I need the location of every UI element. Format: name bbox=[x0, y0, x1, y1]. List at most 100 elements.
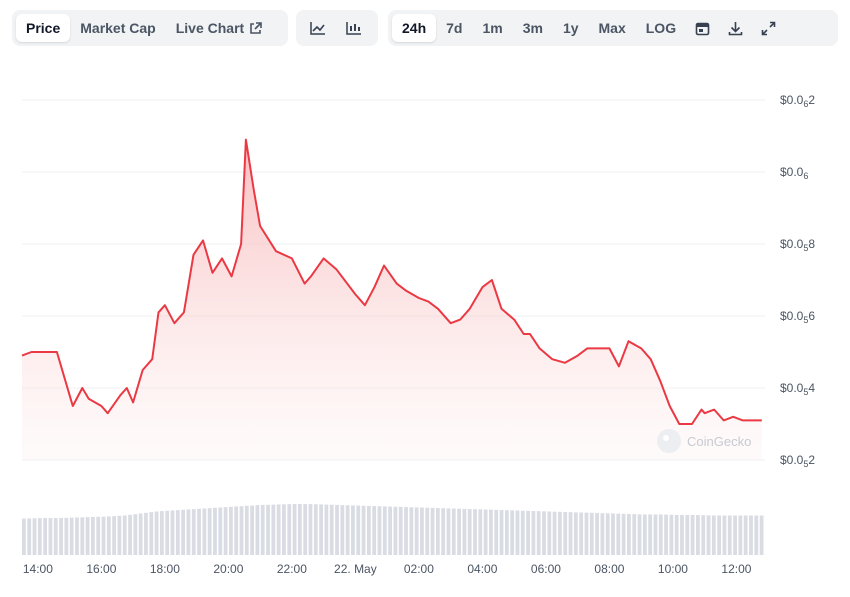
volume-bar bbox=[451, 508, 456, 555]
y-tick-label: $0.058 bbox=[780, 237, 815, 253]
volume-bar bbox=[170, 510, 175, 555]
volume-bar bbox=[223, 507, 228, 555]
volume-bar bbox=[483, 509, 488, 555]
volume-bar bbox=[276, 504, 281, 555]
range-3m[interactable]: 3m bbox=[522, 20, 543, 36]
log-scale-button[interactable]: LOG bbox=[645, 20, 677, 36]
volume-bar bbox=[711, 515, 716, 555]
tab-price[interactable]: Price bbox=[16, 14, 71, 42]
volume-bar bbox=[335, 504, 339, 555]
volume-bar bbox=[749, 515, 753, 555]
volume-bar bbox=[727, 515, 732, 555]
volume-bar bbox=[255, 505, 260, 555]
volume-bar bbox=[584, 512, 589, 555]
volume-bar bbox=[32, 518, 37, 555]
volume-bar bbox=[213, 507, 217, 555]
range-7d[interactable]: 7d bbox=[446, 20, 463, 36]
x-tick-label: 02:00 bbox=[404, 562, 434, 576]
volume-bar bbox=[133, 514, 138, 555]
volume-bar bbox=[637, 514, 642, 555]
volume-bar bbox=[515, 510, 520, 555]
volume-bar bbox=[117, 515, 122, 555]
volume-bar bbox=[648, 514, 653, 555]
volume-bar bbox=[558, 511, 562, 555]
volume-bar bbox=[627, 513, 631, 555]
calendar-icon bbox=[695, 21, 710, 36]
volume-bar bbox=[738, 515, 743, 555]
volume-bar bbox=[409, 507, 414, 555]
range-24h[interactable]: 24h bbox=[392, 14, 437, 42]
volume-bar bbox=[382, 506, 387, 555]
volume-bar bbox=[165, 510, 170, 555]
volume-bar bbox=[441, 508, 446, 555]
volume-bar bbox=[462, 508, 467, 555]
volume-bar bbox=[388, 506, 392, 555]
tab-live-chart-label: Live Chart bbox=[175, 20, 245, 36]
volume-bar bbox=[48, 518, 53, 555]
range-group: 24h 7d 1m 3m 1y Max LOG bbox=[388, 10, 838, 46]
y-tick-label: $0.054 bbox=[780, 381, 815, 397]
x-tick-label: 20:00 bbox=[213, 562, 243, 576]
volume-bar bbox=[717, 515, 722, 555]
volume-bar bbox=[685, 514, 690, 555]
volume-bar bbox=[611, 513, 615, 555]
volume-bar bbox=[250, 505, 255, 555]
tab-market-cap[interactable]: Market Cap bbox=[80, 20, 156, 36]
volume-bar bbox=[759, 515, 764, 555]
volume-bar bbox=[489, 509, 493, 555]
volume-bar bbox=[356, 505, 361, 555]
volume-bar bbox=[536, 511, 541, 555]
volume-bar bbox=[43, 518, 48, 555]
volume-bar bbox=[27, 518, 32, 555]
volume-bar bbox=[377, 506, 382, 555]
volume-bar bbox=[101, 516, 106, 555]
volume-bar bbox=[324, 504, 329, 555]
range-max[interactable]: Max bbox=[598, 20, 626, 36]
volume-bar bbox=[75, 517, 79, 555]
volume-bar bbox=[632, 514, 637, 555]
volume-bar bbox=[473, 509, 477, 555]
x-tick-label: 16:00 bbox=[86, 562, 116, 576]
volume-bar bbox=[207, 508, 212, 555]
volume-bar bbox=[239, 506, 244, 555]
fullscreen-button[interactable] bbox=[752, 14, 785, 42]
y-tick-label: $0.062 bbox=[780, 93, 815, 109]
x-tick-label: 18:00 bbox=[150, 562, 180, 576]
volume-bar bbox=[573, 512, 578, 555]
watermark-text: CoinGecko bbox=[687, 434, 751, 449]
range-1y[interactable]: 1y bbox=[562, 20, 579, 36]
volume-bar bbox=[504, 510, 509, 555]
volume-bar bbox=[642, 514, 647, 555]
volume-bar bbox=[658, 514, 663, 555]
external-link-icon bbox=[249, 21, 262, 35]
candlestick-chart-button[interactable] bbox=[336, 14, 372, 42]
price-area bbox=[22, 139, 762, 460]
volume-bar bbox=[499, 510, 504, 555]
volume-bar bbox=[568, 512, 573, 555]
volume-bar bbox=[589, 512, 594, 555]
volume-bar bbox=[122, 515, 127, 555]
volume-bar bbox=[520, 510, 525, 555]
volume-bar bbox=[287, 504, 292, 555]
volume-bar bbox=[271, 504, 276, 555]
volume-bar bbox=[600, 513, 605, 555]
volume-bar bbox=[425, 507, 430, 555]
download-button[interactable] bbox=[719, 14, 752, 42]
volume-bar bbox=[547, 511, 552, 555]
range-1m[interactable]: 1m bbox=[482, 20, 503, 36]
volume-bar bbox=[80, 517, 85, 555]
volume-bar bbox=[435, 508, 440, 555]
calendar-button[interactable] bbox=[686, 14, 719, 42]
price-line bbox=[21, 138, 762, 425]
volume-bar bbox=[398, 506, 403, 555]
line-chart-button[interactable] bbox=[300, 14, 336, 42]
x-tick-label: 22:00 bbox=[277, 562, 307, 576]
tab-live-chart[interactable]: Live Chart bbox=[166, 14, 272, 42]
volume-bar bbox=[526, 510, 530, 555]
volume-bar bbox=[244, 505, 249, 555]
volume-bar bbox=[674, 514, 679, 555]
volume-bar bbox=[754, 515, 759, 555]
x-tick-label: 14:00 bbox=[23, 562, 53, 576]
